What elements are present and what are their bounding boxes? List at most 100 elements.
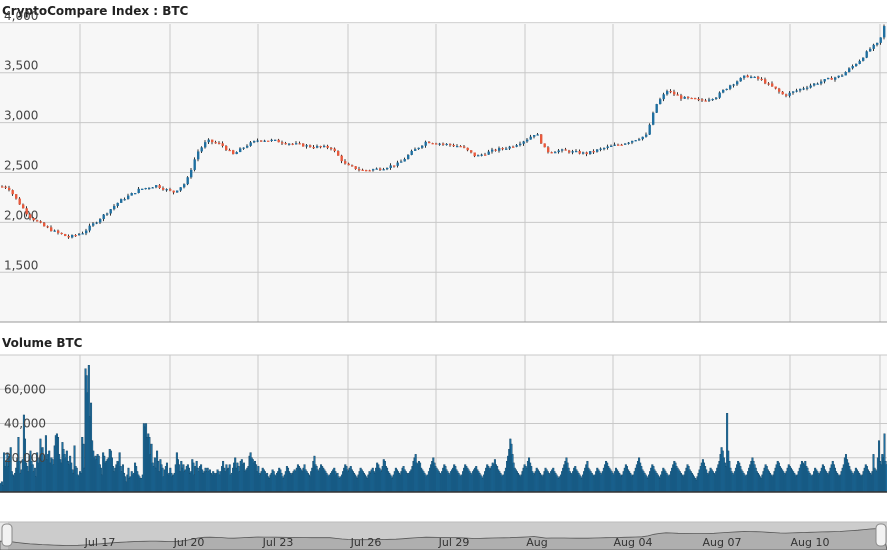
candle-up[interactable] <box>869 48 872 52</box>
candle-down[interactable] <box>760 78 763 81</box>
candle-up[interactable] <box>305 145 308 147</box>
candle-down[interactable] <box>676 94 679 96</box>
candle-up[interactable] <box>242 147 245 149</box>
candle-down[interactable] <box>347 163 350 166</box>
candle-up[interactable] <box>186 177 189 185</box>
candle-down[interactable] <box>358 169 361 171</box>
candle-up[interactable] <box>116 202 119 206</box>
candle-up[interactable] <box>515 145 518 147</box>
candle-up[interactable] <box>491 149 494 152</box>
candle-up[interactable] <box>792 91 795 93</box>
candle-down[interactable] <box>15 194 18 199</box>
candle-down[interactable] <box>267 140 270 142</box>
candle-up[interactable] <box>183 184 186 188</box>
candle-up[interactable] <box>498 148 501 151</box>
candle-up[interactable] <box>820 81 823 84</box>
candle-down[interactable] <box>158 185 161 189</box>
candle-down[interactable] <box>291 143 294 145</box>
candle-down[interactable] <box>228 149 231 152</box>
candle-down[interactable] <box>344 161 347 164</box>
candle-up[interactable] <box>666 91 669 95</box>
candle-down[interactable] <box>284 143 287 145</box>
candle-down[interactable] <box>543 143 546 148</box>
candle-up[interactable] <box>120 199 123 203</box>
candle-up[interactable] <box>603 147 606 150</box>
candle-down[interactable] <box>463 146 466 148</box>
candle-down[interactable] <box>568 150 571 153</box>
candle-up[interactable] <box>823 79 826 82</box>
candle-down[interactable] <box>704 100 707 102</box>
candle-up[interactable] <box>589 151 592 155</box>
candle-down[interactable] <box>22 204 25 209</box>
candle-up[interactable] <box>141 188 144 190</box>
candle-up[interactable] <box>806 87 809 89</box>
candle-down[interactable] <box>585 152 588 155</box>
candle-up[interactable] <box>92 223 95 226</box>
candle-down[interactable] <box>578 151 581 154</box>
candle-up[interactable] <box>561 149 564 151</box>
candle-up[interactable] <box>197 151 200 160</box>
candle-down[interactable] <box>361 169 364 171</box>
candle-down[interactable] <box>162 188 165 190</box>
candle-down[interactable] <box>540 134 543 144</box>
candle-up[interactable] <box>844 71 847 76</box>
navigator-selection-mask[interactable] <box>8 522 887 550</box>
candle-down[interactable] <box>46 226 49 228</box>
candle-up[interactable] <box>641 136 644 140</box>
candle-up[interactable] <box>106 213 109 215</box>
candle-down[interactable] <box>470 150 473 153</box>
candle-up[interactable] <box>708 99 711 101</box>
candle-down[interactable] <box>379 168 382 171</box>
candle-up[interactable] <box>256 140 259 142</box>
candle-down[interactable] <box>351 165 354 167</box>
candle-up[interactable] <box>456 146 459 148</box>
candle-up[interactable] <box>788 92 791 96</box>
candle-up[interactable] <box>750 76 753 79</box>
candle-down[interactable] <box>354 166 357 170</box>
candle-up[interactable] <box>400 161 403 163</box>
candle-down[interactable] <box>4 186 7 188</box>
candle-up[interactable] <box>634 140 637 142</box>
candle-up[interactable] <box>88 225 91 231</box>
candle-down[interactable] <box>214 142 217 144</box>
candle-up[interactable] <box>190 169 193 178</box>
candle-up[interactable] <box>288 143 291 145</box>
candle-up[interactable] <box>134 193 137 195</box>
candle-down[interactable] <box>50 227 53 232</box>
candle-up[interactable] <box>137 188 140 194</box>
candle-down[interactable] <box>25 208 28 215</box>
candle-up[interactable] <box>53 230 56 232</box>
candle-up[interactable] <box>613 144 616 146</box>
candle-down[interactable] <box>43 222 46 227</box>
candle-down[interactable] <box>781 91 784 95</box>
candle-down[interactable] <box>64 234 67 236</box>
candle-up[interactable] <box>480 154 483 156</box>
candle-down[interactable] <box>221 143 224 146</box>
candle-down[interactable] <box>365 170 368 172</box>
candle-up[interactable] <box>816 83 819 85</box>
candle-up[interactable] <box>375 168 378 170</box>
candle-down[interactable] <box>830 77 833 80</box>
candle-down[interactable] <box>39 221 42 223</box>
candle-down[interactable] <box>428 141 431 144</box>
candle-up[interactable] <box>659 99 662 105</box>
candle-up[interactable] <box>596 149 599 152</box>
candle-down[interactable] <box>484 154 487 156</box>
candle-up[interactable] <box>683 96 686 99</box>
candle-up[interactable] <box>274 139 277 141</box>
candle-up[interactable] <box>879 37 882 43</box>
candle-down[interactable] <box>298 143 301 145</box>
candle-down[interactable] <box>473 152 476 157</box>
candle-down[interactable] <box>60 232 63 235</box>
candle-up[interactable] <box>624 143 627 145</box>
candle-down[interactable] <box>169 189 172 191</box>
candle-down[interactable] <box>435 143 438 145</box>
candle-up[interactable] <box>270 139 273 141</box>
candle-down[interactable] <box>501 148 504 150</box>
candle-up[interactable] <box>239 148 242 153</box>
candle-up[interactable] <box>95 222 98 224</box>
candle-up[interactable] <box>179 187 182 191</box>
candle-up[interactable] <box>736 81 739 85</box>
candle-down[interactable] <box>340 155 343 162</box>
